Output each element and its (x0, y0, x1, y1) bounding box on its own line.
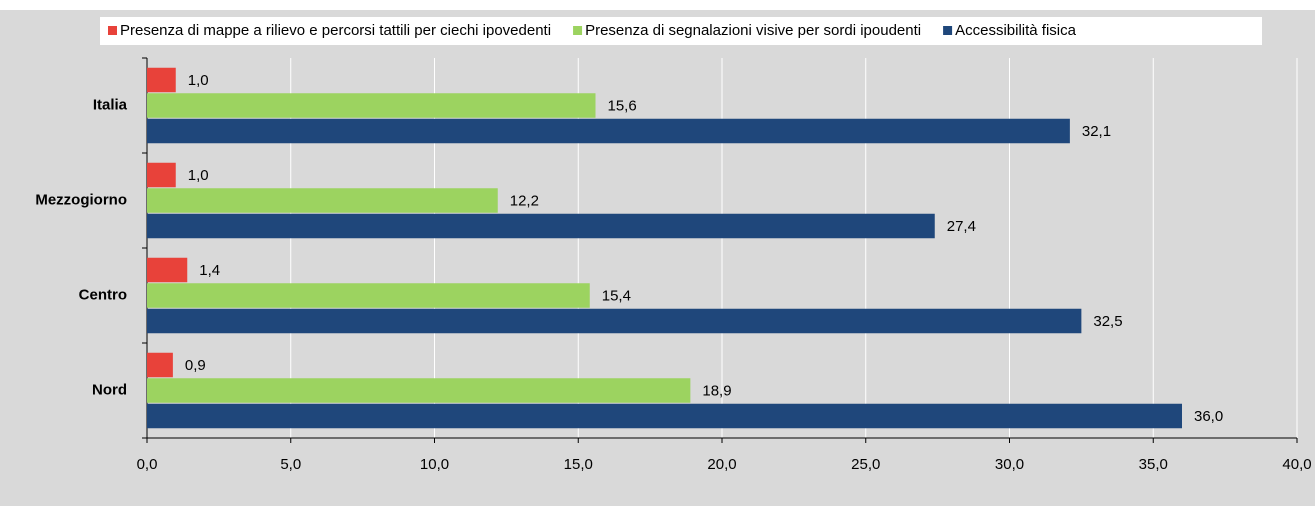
legend-swatch (943, 26, 953, 35)
legend-label: Presenza di segnalazioni visive per sord… (585, 22, 921, 39)
legend-label: Presenza di mappe a rilievo e percorsi t… (120, 22, 551, 39)
bar (147, 403, 1182, 429)
bar (147, 67, 176, 93)
value-label: 1,4 (199, 262, 220, 279)
legend-swatch (573, 26, 583, 35)
value-label: 15,6 (608, 97, 637, 114)
x-tick-label: 5,0 (280, 456, 301, 473)
y-tick-label: Centro (79, 286, 127, 303)
bar (147, 257, 188, 283)
value-label: 15,4 (602, 287, 631, 304)
bar (147, 352, 173, 378)
legend-box (100, 17, 1262, 45)
x-tick-label: 20,0 (707, 456, 736, 473)
x-tick-label: 30,0 (995, 456, 1024, 473)
bar (147, 213, 935, 239)
value-label: 18,9 (702, 382, 731, 399)
y-tick-label: Mezzogiorno (35, 191, 127, 208)
value-label: 12,2 (510, 192, 539, 209)
value-label: 36,0 (1194, 408, 1223, 425)
bar (147, 188, 498, 213)
x-tick-label: 35,0 (1139, 456, 1168, 473)
bar (147, 93, 596, 118)
value-label: 32,1 (1082, 123, 1111, 140)
legend-label: Accessibilità fisica (955, 22, 1077, 39)
bar (147, 118, 1070, 144)
x-tick-label: 10,0 (420, 456, 449, 473)
x-tick-label: 15,0 (564, 456, 593, 473)
legend-swatch (108, 26, 117, 35)
x-tick-label: 25,0 (851, 456, 880, 473)
bar (147, 378, 691, 403)
value-label: 0,9 (185, 357, 206, 374)
bar (147, 283, 590, 308)
y-tick-label: Italia (93, 96, 128, 113)
x-tick-label: 40,0 (1282, 456, 1311, 473)
x-tick-label: 0,0 (137, 456, 158, 473)
value-label: 27,4 (947, 218, 976, 235)
value-label: 1,0 (188, 72, 209, 89)
value-label: 1,0 (188, 167, 209, 184)
value-label: 32,5 (1093, 313, 1122, 330)
bar (147, 162, 176, 188)
y-tick-label: Nord (92, 381, 127, 398)
bar (147, 308, 1082, 334)
